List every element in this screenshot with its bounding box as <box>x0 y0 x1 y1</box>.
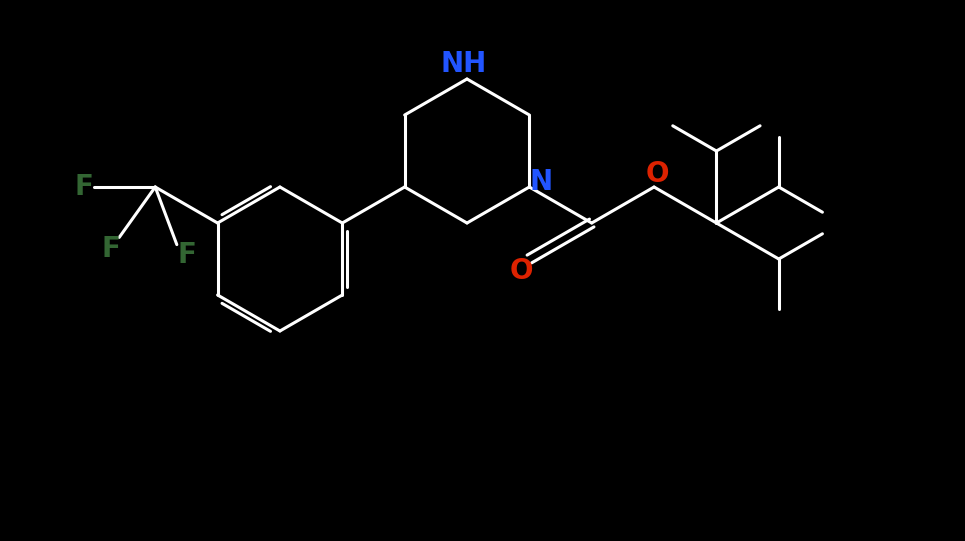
Text: F: F <box>101 235 121 263</box>
Text: O: O <box>646 160 669 188</box>
Text: NH: NH <box>441 50 487 78</box>
Text: F: F <box>178 241 196 268</box>
Text: O: O <box>510 257 533 285</box>
Text: F: F <box>74 173 94 201</box>
Text: N: N <box>530 168 553 196</box>
